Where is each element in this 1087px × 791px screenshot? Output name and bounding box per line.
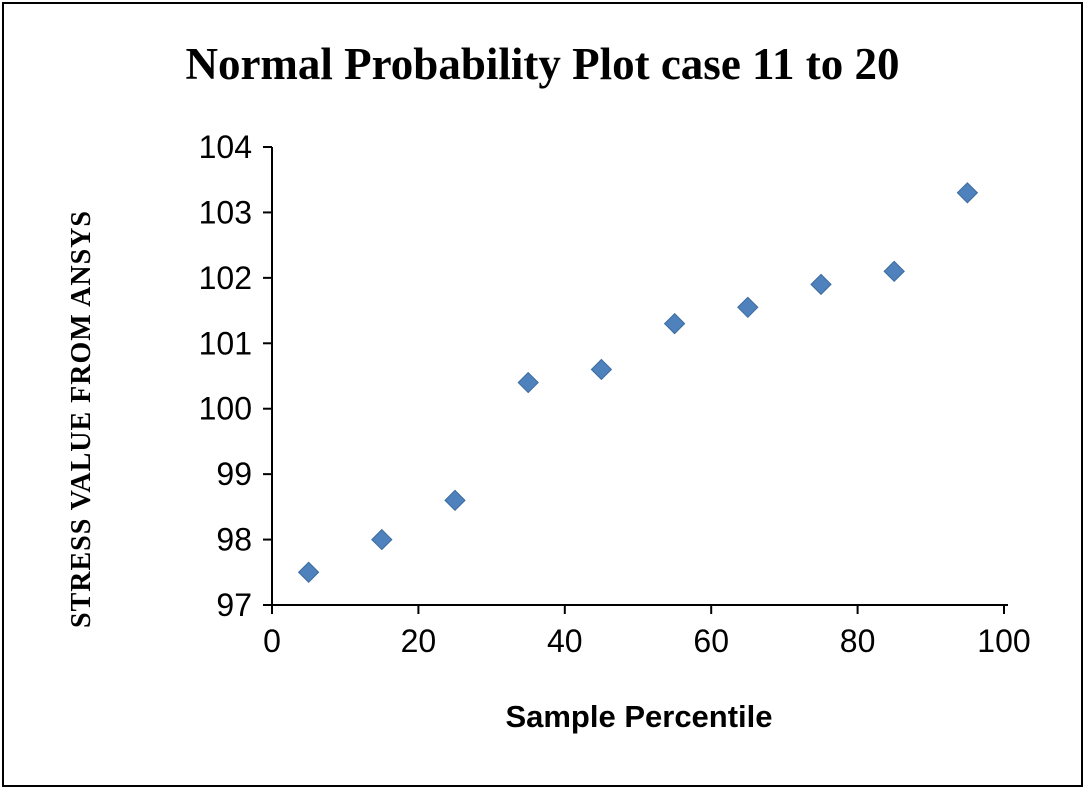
data-point-marker: [297, 561, 320, 583]
data-point-marker: [517, 371, 539, 394]
data-point-marker: [663, 312, 686, 335]
y-tick-label: 98: [216, 522, 252, 558]
y-tick-label: 97: [216, 587, 252, 623]
x-tick-label: 60: [693, 623, 729, 659]
data-point-marker: [590, 358, 613, 381]
x-tick-label: 20: [401, 623, 437, 659]
data-point-marker: [883, 260, 905, 283]
data-point-marker: [956, 182, 979, 204]
y-tick-label: 104: [199, 129, 252, 165]
y-tick-label: 100: [199, 391, 252, 427]
x-axis-title: Sample Percentile: [505, 699, 773, 734]
data-point-marker: [737, 296, 759, 319]
y-tick-label: 103: [199, 194, 252, 230]
data-point-marker: [444, 489, 466, 512]
chart-title: Normal Probability Plot case 11 to 20: [185, 39, 900, 89]
x-tick-label: 80: [840, 623, 876, 659]
data-point-marker: [810, 273, 832, 296]
y-tick-label: 101: [199, 325, 252, 361]
x-tick-label: 0: [263, 623, 281, 659]
data-point-marker: [371, 528, 393, 551]
y-tick-label: 102: [199, 260, 252, 296]
y-tick-label: 99: [216, 456, 252, 492]
x-tick-label: 40: [547, 623, 583, 659]
x-tick-label: 100: [977, 623, 1030, 659]
plot-area: 97 98 99 100 101 102 103 104 0 20 40 60 80 100: [199, 129, 1031, 659]
